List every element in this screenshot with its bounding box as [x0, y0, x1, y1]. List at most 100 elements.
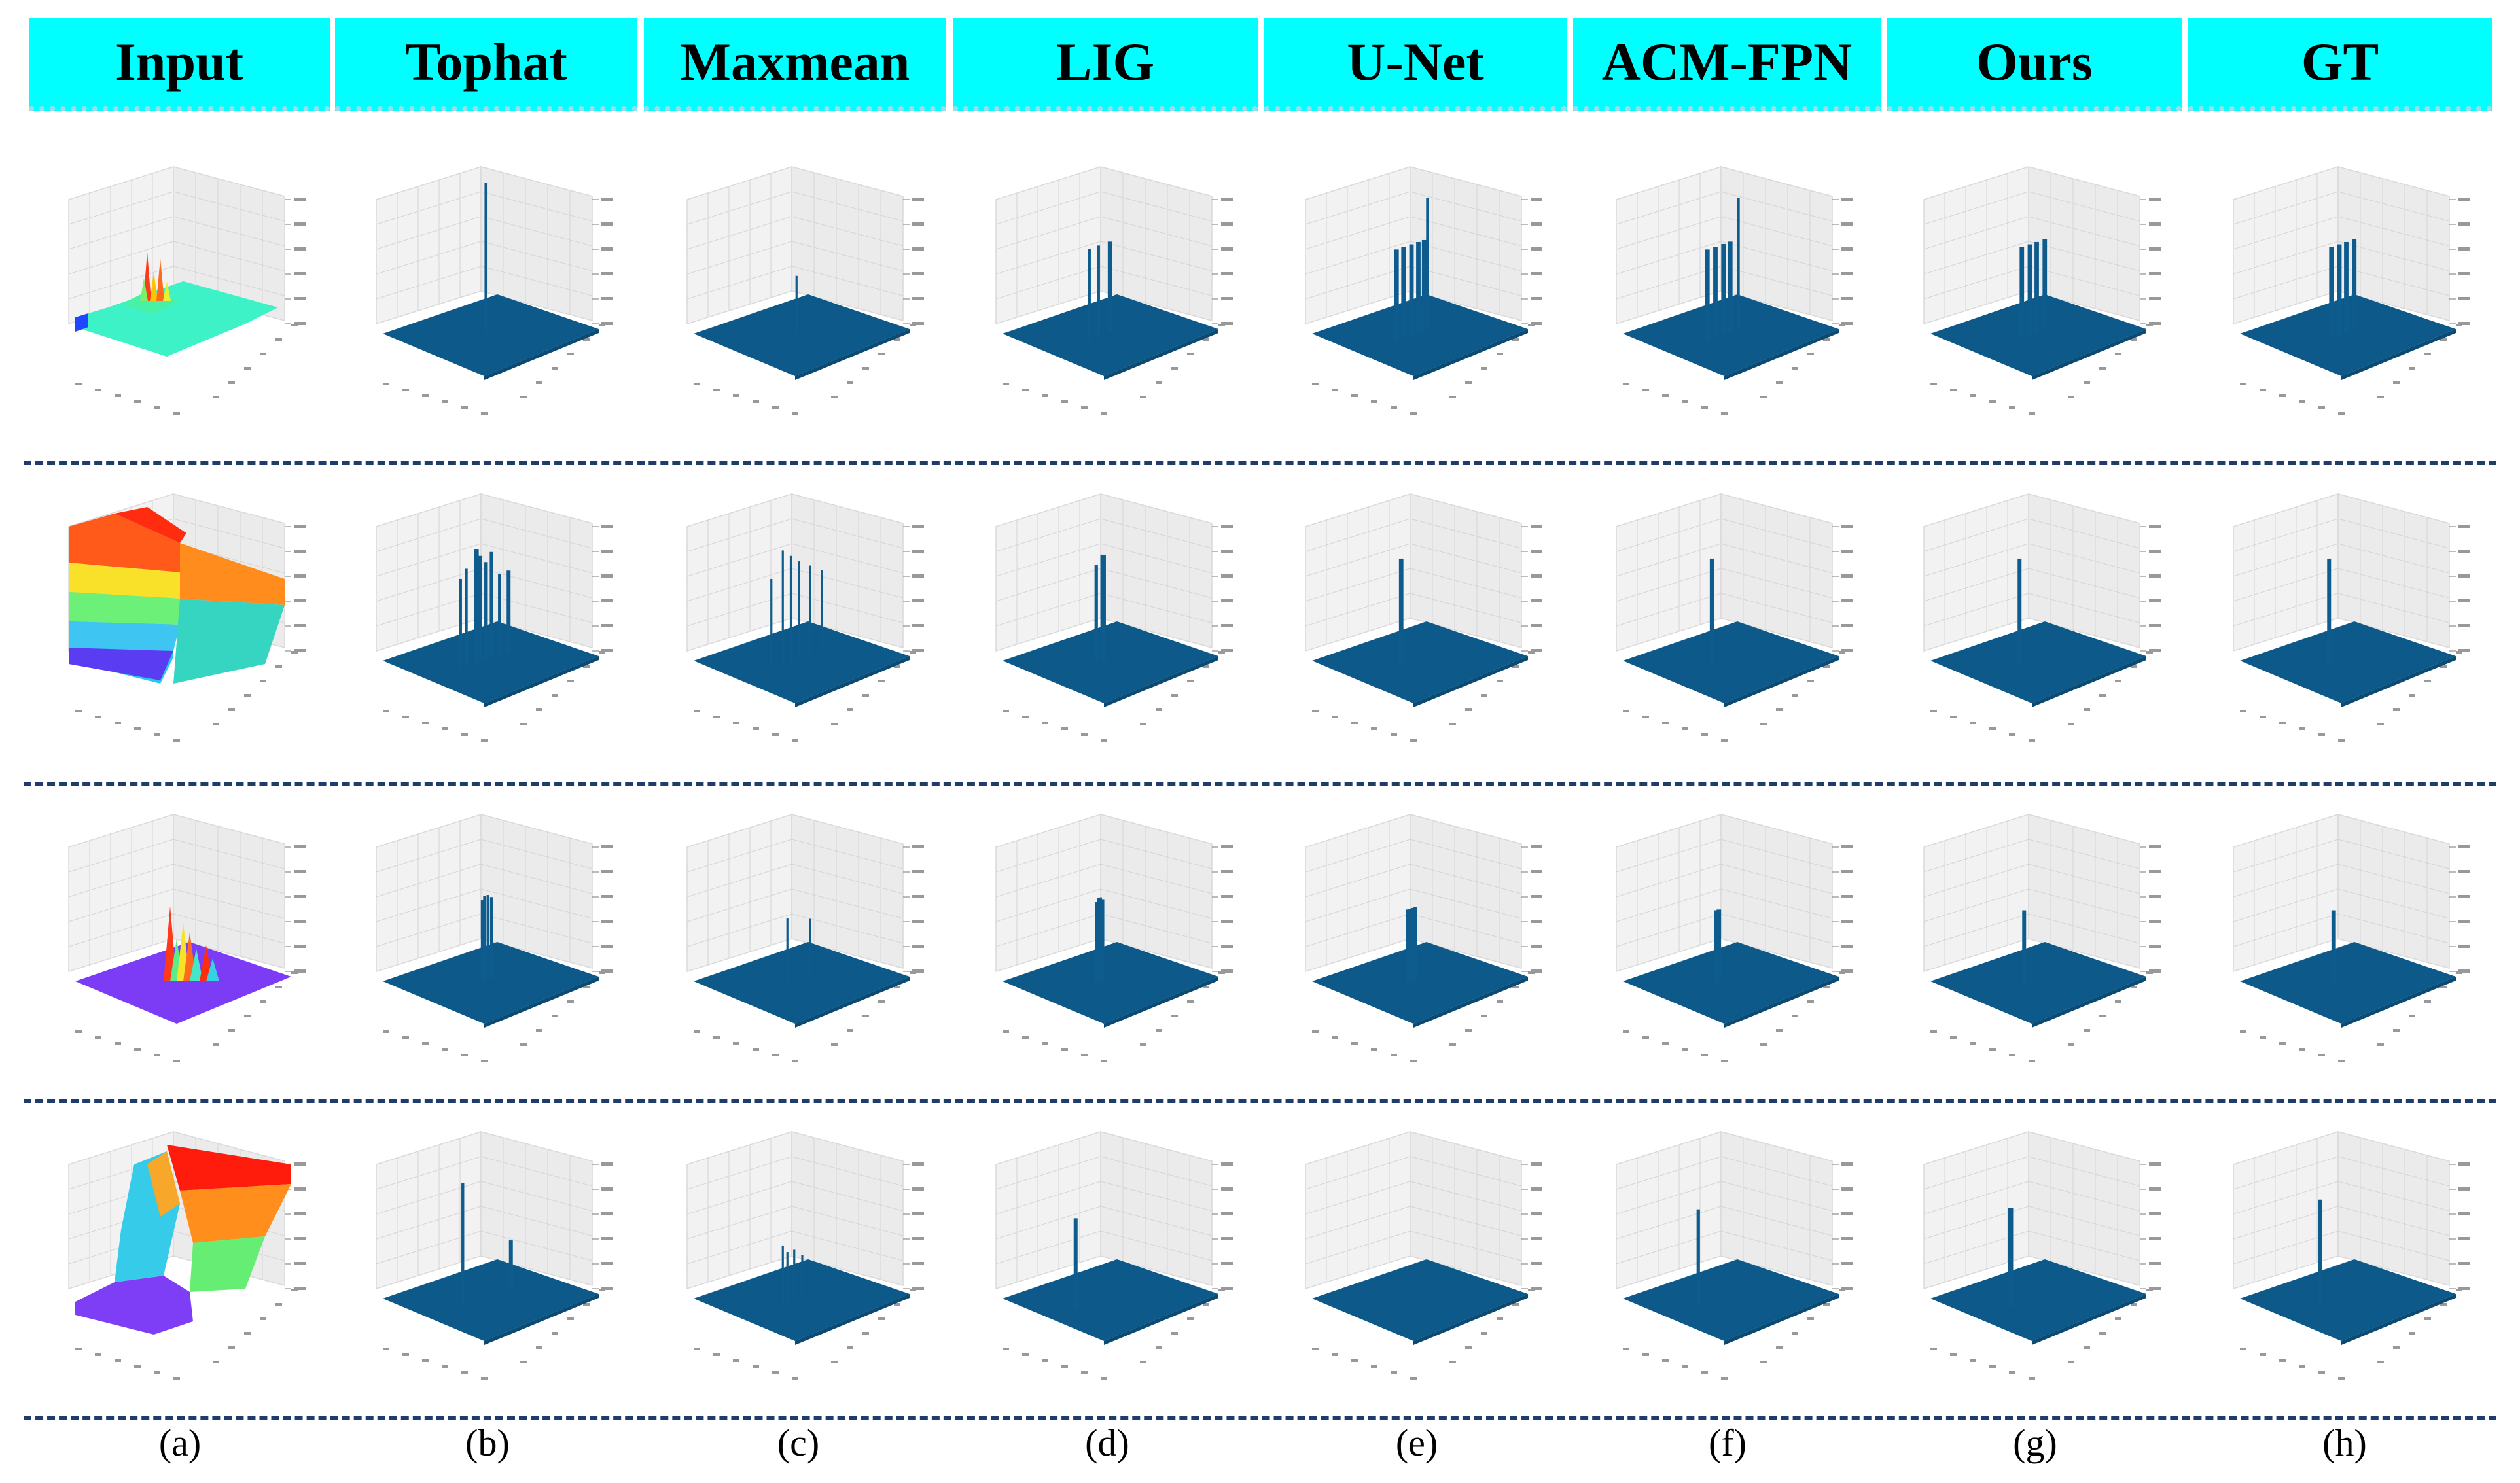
output-plane	[1623, 1259, 1839, 1341]
column-header-ours: Ours	[1887, 18, 2182, 111]
detection-spike	[1101, 899, 1105, 982]
detection-spike	[498, 574, 501, 656]
detection-spike	[484, 183, 488, 334]
column-header-lig: LIG	[953, 18, 1258, 111]
surface-plot-3d	[1305, 493, 1542, 742]
detection-spike	[2337, 244, 2342, 335]
surface-plot-3d	[68, 1130, 306, 1380]
detection-spike	[1097, 898, 1100, 983]
axes-3d	[1305, 1130, 1542, 1380]
output-plane	[2240, 621, 2456, 703]
plot-cell	[2214, 1125, 2476, 1400]
detection-spike	[2344, 241, 2349, 332]
plot-cell	[357, 160, 618, 435]
plot-cell	[667, 1125, 929, 1400]
row-separator	[24, 1099, 2496, 1103]
plot-cell	[1597, 487, 1858, 762]
output-plane	[1623, 621, 1839, 703]
surface-plot-3d	[2233, 166, 2470, 415]
surface-plot-3d	[376, 493, 613, 742]
plot-cell	[667, 487, 929, 762]
surface-plot-3d	[2233, 493, 2470, 742]
output-plane	[694, 621, 910, 703]
plot-cell	[2214, 487, 2476, 762]
column-header-u-net: U-Net	[1264, 18, 1567, 111]
output-plane	[383, 1259, 599, 1341]
output-plane	[1003, 1259, 1218, 1341]
detection-spike	[2352, 239, 2357, 330]
detection-spike	[770, 578, 773, 669]
output-plane	[383, 942, 599, 1024]
input-surface	[75, 906, 291, 1024]
detection-spike	[2318, 1199, 2322, 1306]
plot-cell	[976, 1125, 1238, 1400]
detection-spike	[480, 900, 484, 983]
plot-cell	[976, 487, 1238, 762]
output-plane	[2240, 1259, 2456, 1341]
column-label: (g)	[2013, 1421, 2057, 1464]
detection-spike	[789, 555, 792, 663]
plot-cell	[1286, 1125, 1548, 1400]
detection-spike	[1073, 1218, 1078, 1308]
column-label: (f)	[1709, 1421, 1747, 1464]
output-plane	[1930, 621, 2146, 703]
detection-spike	[1409, 244, 1414, 335]
axes-3d	[2233, 813, 2470, 1062]
axes-3d	[686, 813, 924, 1062]
plot-cell	[1597, 160, 1858, 435]
plot-cell	[1286, 808, 1548, 1083]
output-plane	[1003, 621, 1218, 703]
output-plane	[1312, 621, 1528, 703]
input-surface	[69, 507, 285, 684]
surface-plot-3d	[1616, 1130, 1853, 1380]
surface-plot-3d	[68, 813, 306, 1062]
detection-spike	[2034, 241, 2039, 332]
detection-spike	[1709, 558, 1714, 665]
detection-spike	[1426, 198, 1429, 329]
plot-cell	[1904, 487, 2166, 762]
plot-cell	[49, 160, 311, 435]
surface-plot-3d	[1305, 1130, 1542, 1380]
plot-cell	[49, 1125, 311, 1400]
detection-spike	[486, 895, 489, 981]
surface-plot-3d	[376, 166, 613, 415]
input-surface	[75, 252, 278, 357]
detection-spike	[2008, 1208, 2014, 1306]
plot-cell	[667, 808, 929, 1083]
axes-3d	[1616, 166, 1853, 415]
detection-spike	[1401, 247, 1406, 338]
surface-plot-3d	[68, 493, 306, 742]
detection-spike	[1398, 558, 1404, 665]
surface-plot-3d	[68, 166, 306, 415]
axes-3d	[995, 166, 1233, 415]
detection-spike	[798, 561, 800, 660]
detection-spike	[1099, 897, 1103, 983]
plot-cell	[357, 808, 618, 1083]
plot-cell	[1904, 808, 2166, 1083]
detection-spike	[483, 896, 486, 981]
detection-spike	[459, 578, 462, 669]
detection-spike	[2042, 239, 2048, 330]
detection-spike	[2327, 558, 2332, 665]
detection-spike	[1097, 245, 1100, 336]
output-plane	[1003, 294, 1218, 376]
detection-spike	[2331, 910, 2336, 985]
axes-3d	[1923, 1130, 2161, 1380]
output-plane	[1312, 1259, 1528, 1341]
plot-cell	[2214, 808, 2476, 1083]
input-surface	[75, 1145, 291, 1335]
detection-spike	[781, 1245, 784, 1303]
detection-spike	[474, 549, 479, 664]
output-plane	[694, 942, 910, 1024]
axes-3d	[686, 1130, 924, 1380]
detection-spike	[489, 551, 493, 659]
detection-spike	[1406, 909, 1410, 983]
axes-3d	[1923, 493, 2161, 742]
detection-spike	[1088, 249, 1091, 339]
axes-3d	[2233, 493, 2470, 742]
axes-3d	[995, 1130, 1233, 1380]
detection-spike	[793, 1249, 796, 1299]
surface-plot-3d	[2233, 1130, 2470, 1380]
detection-spike	[484, 562, 488, 661]
plot-cell	[1904, 1125, 2166, 1400]
